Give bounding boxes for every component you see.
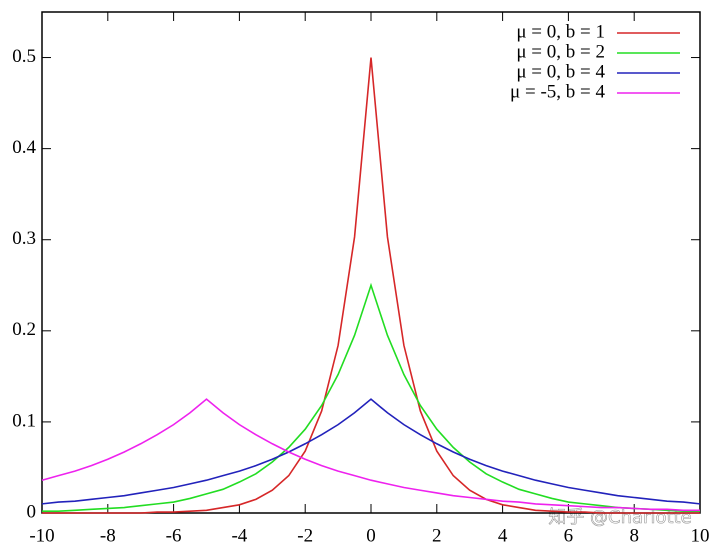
x-tick-label: -4 xyxy=(231,525,247,546)
series-line xyxy=(41,398,700,512)
x-tick-label: -10 xyxy=(29,525,54,546)
x-tick-label: 0 xyxy=(366,525,376,546)
series-line xyxy=(42,282,700,512)
x-tick-label: -2 xyxy=(297,525,313,546)
y-tick-label: 0.2 xyxy=(12,319,36,340)
x-tick-label: 6 xyxy=(564,525,574,546)
y-tick-label: 0.1 xyxy=(12,410,36,431)
y-tick-label: 0.5 xyxy=(12,46,36,67)
x-tick-label: 4 xyxy=(498,525,508,546)
x-tick-label: -8 xyxy=(100,525,116,546)
x-tick-label: -6 xyxy=(166,525,182,546)
legend-label: μ = 0, b = 4 xyxy=(516,61,605,82)
series-line xyxy=(42,57,700,514)
series-line xyxy=(41,398,701,505)
x-tick-label: 10 xyxy=(691,525,710,546)
legend-label: μ = 0, b = 2 xyxy=(516,41,605,62)
legend-label: μ = -5, b = 4 xyxy=(510,81,605,102)
legend-label: μ = 0, b = 1 xyxy=(516,21,605,42)
x-tick-label: 8 xyxy=(629,525,639,546)
y-tick-label: 0.4 xyxy=(12,137,36,158)
y-tick-label: 0 xyxy=(27,501,37,522)
x-tick-label: 2 xyxy=(432,525,442,546)
y-tick-label: 0.3 xyxy=(12,228,36,249)
